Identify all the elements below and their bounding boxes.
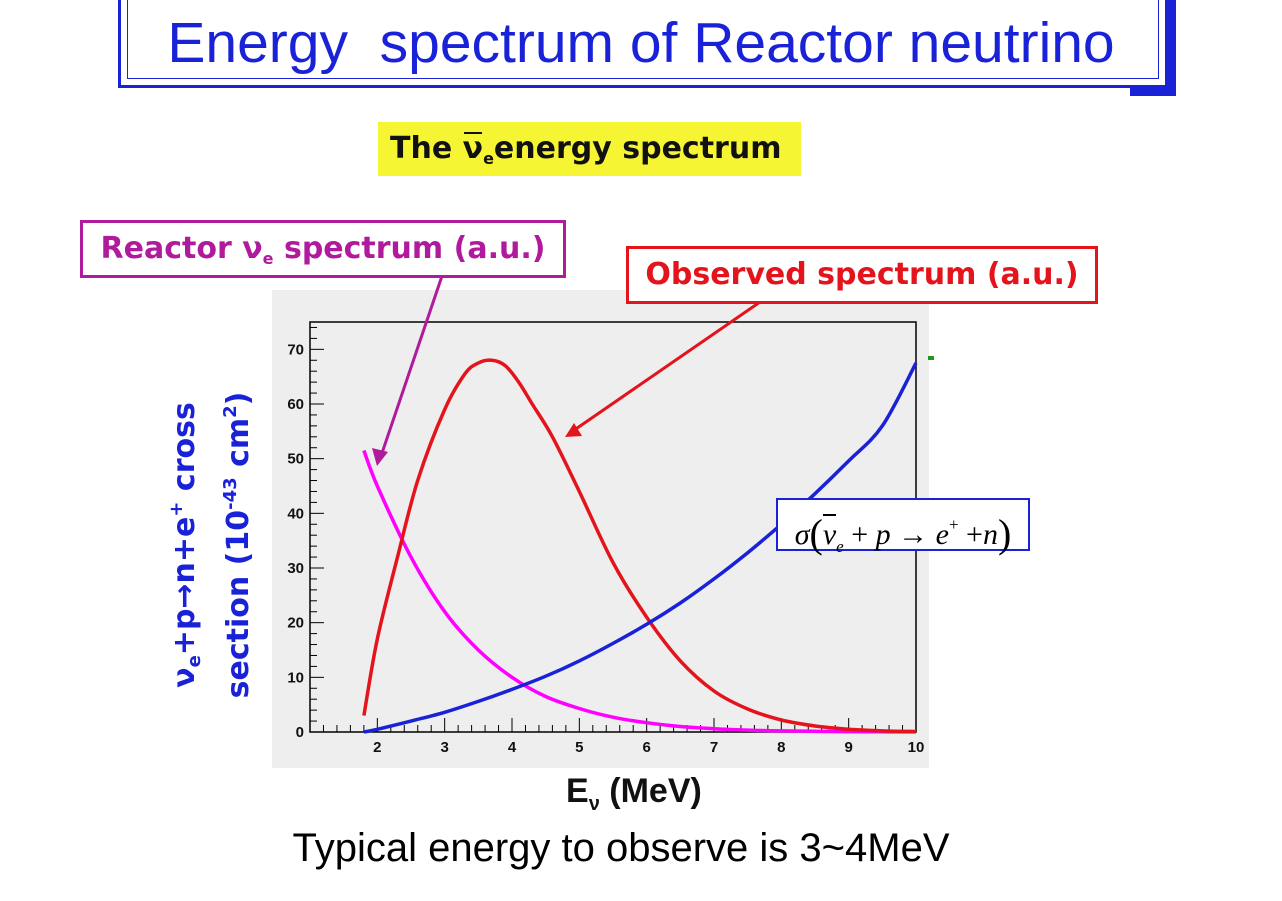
stray-mark <box>928 356 934 360</box>
subtitle-box: The νeenergy spectrum <box>378 122 801 176</box>
x-tick-label: 6 <box>642 739 650 756</box>
y-tick-label: 0 <box>296 724 304 741</box>
cross-section-curve <box>363 362 918 734</box>
y-tick-label: 50 <box>287 451 304 468</box>
x-tick-label: 7 <box>710 739 718 756</box>
callout-reactor-spectrum: Reactor νe spectrum (a.u.) <box>80 220 566 278</box>
x-tick-label: 9 <box>844 739 852 756</box>
subtitle-post: energy spectrum <box>493 131 782 166</box>
x-tick-label: 3 <box>440 739 448 756</box>
title-shadow-bottom <box>1130 88 1176 96</box>
x-tick-label: 5 <box>575 739 583 756</box>
title-shadow <box>1168 0 1176 96</box>
x-tick-label: 10 <box>908 739 925 756</box>
reactor-arrow-line <box>378 275 444 460</box>
observed-spectrum-curve <box>362 358 917 734</box>
reactor-arrow-head <box>372 448 388 466</box>
nu-bar-symbol: ν <box>462 131 484 166</box>
subtitle-pre: The <box>390 131 463 166</box>
cross-section-formula: σ(νe + p → e+ +n) <box>776 498 1030 556</box>
y-tick-label: 30 <box>287 560 304 577</box>
x-tick-label: 8 <box>777 739 785 756</box>
page-title: Energy spectrum of Reactor neutrino <box>167 11 1115 75</box>
bottom-caption: Typical energy to observe is 3~4MeV <box>292 826 950 870</box>
observed-arrow-line <box>569 300 761 435</box>
y-tick-label: 60 <box>287 396 304 413</box>
x-tick-label: 2 <box>373 739 381 756</box>
y-tick-label: 70 <box>287 341 304 358</box>
reactor-spectrum-curve <box>362 449 917 734</box>
observed-arrow-head <box>565 423 582 437</box>
y-tick-label: 40 <box>287 505 304 522</box>
callout-observed-spectrum: Observed spectrum (a.u.) <box>626 246 1098 304</box>
subtitle-subscript: e <box>483 149 494 168</box>
title-frame <box>118 0 1168 88</box>
x-tick-label: 4 <box>508 739 517 756</box>
x-axis-label: Eν (MeV) <box>566 772 702 815</box>
y-tick-label: 10 <box>287 669 304 686</box>
y-tick-label: 20 <box>287 615 304 632</box>
